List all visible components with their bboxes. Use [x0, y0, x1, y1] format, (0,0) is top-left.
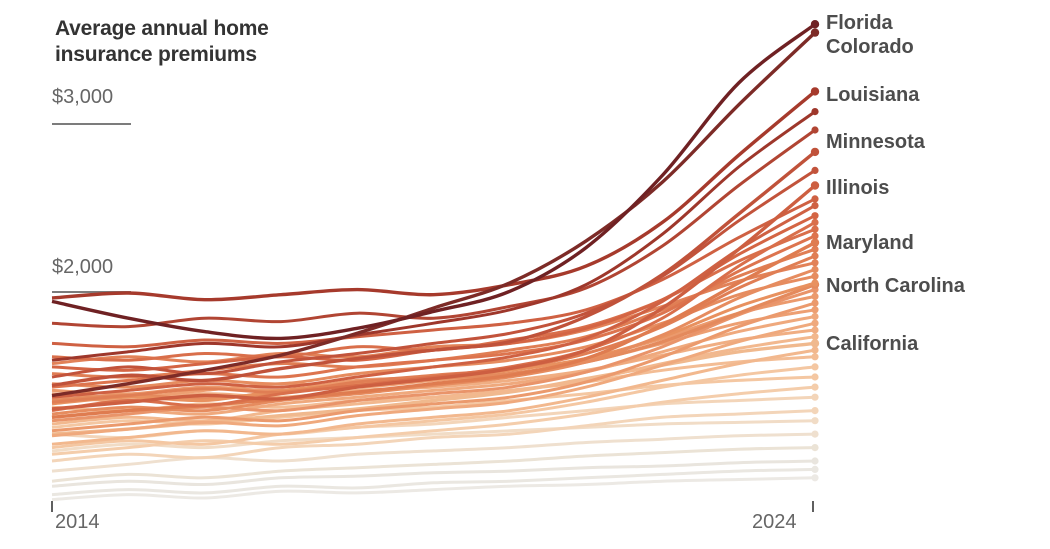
- endpoint-dot: [811, 212, 819, 220]
- endpoint-dot-louisiana: [810, 87, 820, 96]
- background-line: [51, 254, 816, 404]
- endpoint-dot: [811, 333, 819, 341]
- background-line: [51, 385, 816, 456]
- endpoint-dot: [811, 195, 819, 203]
- endpoint-dot-illinois: [810, 181, 820, 190]
- endpoint-dot: [811, 272, 819, 280]
- line-florida: [51, 22, 817, 341]
- line-louisiana: [51, 90, 817, 302]
- endpoint-dot-maryland: [810, 238, 820, 247]
- background-line: [51, 446, 816, 483]
- endpoint-dot: [811, 252, 819, 260]
- background-line: [51, 197, 816, 349]
- endpoint-dot: [811, 292, 819, 300]
- background-line: [51, 110, 816, 362]
- endpoint-dot-minnesota: [810, 147, 820, 157]
- series-label-florida: Florida: [826, 12, 893, 34]
- background-line: [51, 204, 816, 399]
- y-axis-label-3000: $3,000: [52, 86, 114, 108]
- endpoint-dot: [811, 108, 819, 116]
- series-label-maryland: Maryland: [826, 232, 914, 254]
- y-axis-tick-2000: [52, 291, 131, 293]
- endpoint-dot: [811, 353, 819, 361]
- endpoint-dot: [811, 465, 819, 473]
- background-line: [51, 128, 816, 329]
- endpoint-dot: [811, 306, 819, 314]
- background-line: [51, 467, 816, 497]
- endpoint-dot: [811, 319, 819, 327]
- series-label-north-carolina: North Carolina: [826, 275, 965, 297]
- line-colorado: [51, 31, 817, 398]
- endpoint-dot: [811, 383, 819, 391]
- endpoint-dot: [811, 457, 819, 465]
- endpoint-dot-florida: [810, 20, 820, 29]
- line-maryland: [51, 241, 816, 419]
- endpoint-dot: [811, 225, 819, 233]
- background-line: [51, 476, 816, 502]
- endpoint-dot: [811, 393, 819, 401]
- endpoint-dot: [811, 373, 819, 381]
- endpoint-dot: [811, 245, 819, 253]
- endpoint-dot: [811, 444, 819, 452]
- endpoint-dot: [811, 474, 819, 482]
- line-illinois: [51, 184, 817, 411]
- background-line: [51, 432, 816, 473]
- x-axis-tick-2014: [51, 501, 53, 512]
- background-line: [51, 365, 816, 450]
- chart-title: Average annual home insurance premiums: [55, 17, 269, 66]
- series-label-illinois: Illinois: [826, 177, 890, 199]
- series-label-minnesota: Minnesota: [826, 131, 925, 153]
- endpoint-dot-colorado: [810, 28, 820, 37]
- background-line: [51, 348, 816, 446]
- y-axis-tick-3000: [52, 123, 131, 125]
- endpoint-dot: [811, 430, 819, 438]
- x-axis-label-2024: 2024: [752, 511, 797, 533]
- background-line: [51, 315, 816, 419]
- background-line: [51, 409, 816, 463]
- line-minnesota: [51, 150, 817, 388]
- x-axis-tick-2024: [812, 501, 814, 512]
- endpoint-dot: [811, 232, 819, 240]
- background-line: [51, 301, 816, 433]
- background-line: [51, 459, 816, 488]
- endpoint-dot: [811, 166, 819, 174]
- endpoint-dot: [811, 299, 819, 307]
- endpoint-dot: [811, 326, 819, 334]
- endpoint-dot: [811, 407, 819, 415]
- endpoint-dot: [811, 346, 819, 354]
- endpoint-dot: [811, 259, 819, 267]
- series-label-louisiana: Louisiana: [826, 84, 920, 106]
- x-axis-label-2014: 2014: [55, 511, 100, 533]
- endpoint-dot: [811, 363, 819, 371]
- background-line: [51, 419, 816, 453]
- endpoint-dot: [811, 218, 819, 226]
- endpoint-dot: [811, 202, 819, 210]
- background-line: [51, 321, 816, 438]
- endpoint-dot: [811, 312, 819, 321]
- endpoint-dot: [811, 265, 819, 274]
- endpoint-dot: [811, 126, 819, 134]
- series-label-colorado: Colorado: [826, 36, 914, 58]
- series-label-california: California: [826, 333, 919, 355]
- endpoint-dot: [811, 279, 819, 287]
- y-axis-label-2000: $2,000: [52, 256, 114, 278]
- endpoint-dot-california: [810, 339, 820, 348]
- endpoint-dot: [811, 417, 819, 425]
